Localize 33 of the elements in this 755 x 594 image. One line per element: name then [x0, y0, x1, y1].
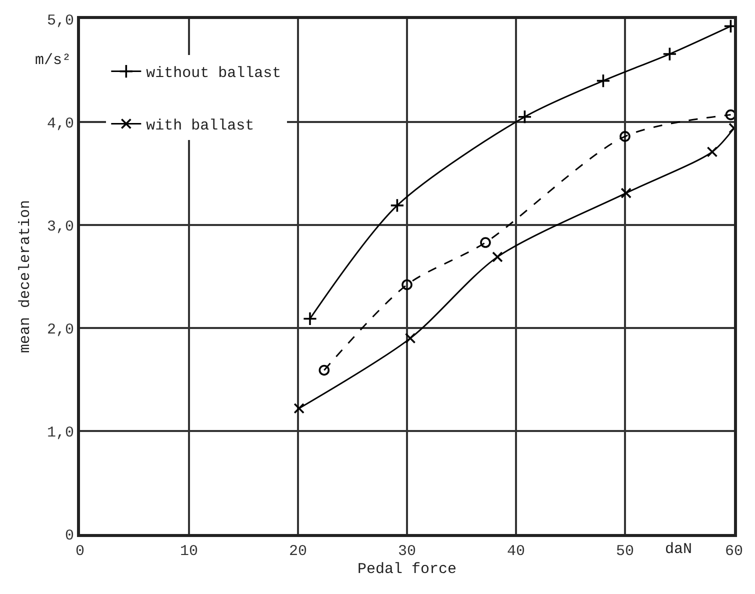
y-tick-label: 1,0: [46, 424, 74, 442]
point: [402, 279, 412, 290]
point: [596, 74, 610, 88]
text: m/s²: [35, 52, 72, 69]
y-tick-label: 4,0: [46, 115, 74, 132]
y-tick-label: 3,0: [46, 218, 74, 236]
point: [294, 402, 304, 414]
point: [480, 237, 491, 248]
x-tick-label: 60: [724, 543, 744, 560]
point: [302, 312, 318, 326]
point: [318, 364, 330, 376]
x-axis-title: Pedal force: [357, 561, 457, 578]
x-tick-label: 50: [616, 543, 634, 560]
x-tick-label: 10: [180, 543, 198, 560]
text: daN: [665, 541, 692, 558]
legend-label: with ballast: [146, 118, 254, 135]
x-tick-label: 20: [288, 543, 308, 560]
point: [518, 110, 532, 124]
y-tick-label: 0: [64, 527, 74, 544]
y-axis-title: mean deceleration: [17, 200, 34, 354]
point: [706, 146, 718, 158]
y-tick-label: 5,0: [46, 12, 74, 30]
y-tick-label: 2,0: [46, 321, 74, 338]
point: [620, 131, 630, 142]
point: [390, 198, 404, 213]
x-tick-label: 0: [75, 543, 85, 560]
point: [492, 252, 503, 262]
x-tick-label: 40: [506, 543, 526, 560]
point: [404, 332, 416, 344]
point: [662, 46, 677, 62]
x-tick-label: 30: [398, 543, 416, 560]
point: [620, 188, 632, 198]
legend-label: without ballast: [146, 65, 282, 82]
